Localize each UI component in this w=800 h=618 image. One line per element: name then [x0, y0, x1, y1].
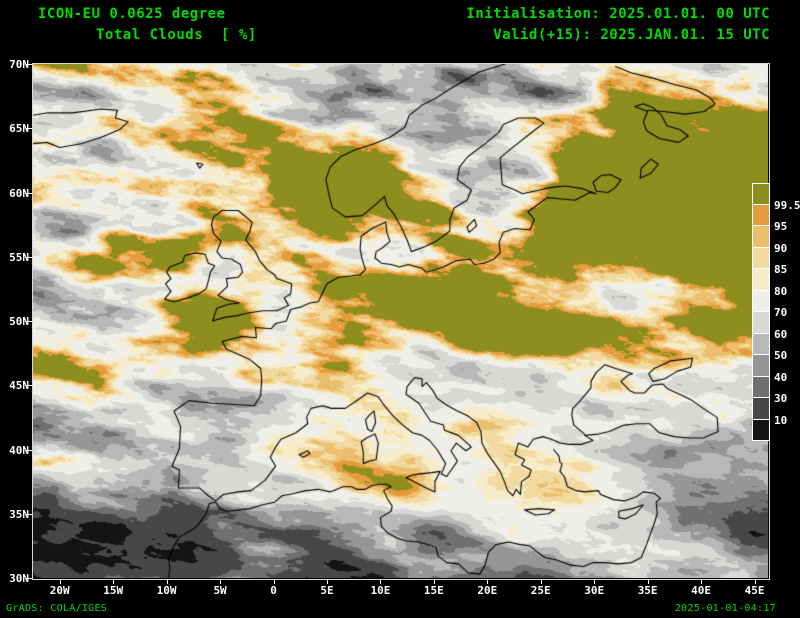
lat-tick-mark: [26, 449, 32, 451]
lon-tick-label: 45E: [744, 584, 765, 597]
lon-tick-mark: [380, 579, 382, 584]
lon-tick-label: 25E: [530, 584, 551, 597]
legend-color-segment: [752, 375, 770, 398]
lon-tick-label: 15W: [103, 584, 124, 597]
lat-tick-label: 60N: [9, 186, 29, 200]
grads-credit: GrADS: COLA/IGES: [6, 603, 108, 614]
legend-value-label: 70: [774, 306, 788, 319]
lat-tick-label: 30N: [9, 572, 29, 585]
lon-tick-label: 10E: [370, 584, 391, 597]
legend-value-label: 40: [774, 370, 788, 384]
lon-tick-mark: [326, 579, 328, 584]
lat-tick-mark: [26, 578, 32, 579]
legend-value-label: 90: [774, 241, 788, 255]
legend-value-label: 95: [774, 220, 788, 233]
model-title: ICON-EU 0.0625 degree: [38, 6, 226, 22]
lon-tick-mark: [59, 579, 61, 584]
lon-tick-label: 20W: [49, 584, 70, 597]
valid-time-label: Valid(+15): 2025.JAN.01. 15 UTC: [493, 27, 770, 43]
legend-color-segment: [752, 183, 770, 205]
lat-tick-label: 50N: [9, 315, 29, 328]
lon-tick-label: 5E: [320, 584, 334, 597]
lat-tick-mark: [26, 64, 32, 65]
legend-color-segment: [752, 225, 770, 248]
legend-color-segment: [752, 246, 770, 269]
lon-tick-label: 40E: [691, 584, 712, 597]
lat-tick-mark: [26, 321, 32, 322]
lat-tick-label: 55N: [9, 250, 29, 264]
lat-tick-mark: [26, 385, 32, 387]
lon-tick-mark: [647, 579, 649, 584]
legend-value-label: 80: [774, 284, 788, 298]
lon-tick-mark: [273, 579, 275, 584]
legend-color-segment: [752, 268, 770, 291]
legend-color-segment: [752, 354, 770, 377]
legend-color-segment: [752, 418, 770, 441]
lon-tick-label: 10W: [156, 584, 177, 597]
legend-value-label: 60: [774, 327, 788, 341]
lat-tick-label: 35N: [9, 507, 29, 521]
lon-tick-label: 20E: [477, 584, 498, 597]
init-time-label: Initialisation: 2025.01.01. 00 UTC: [466, 6, 770, 22]
legend-value-label: 50: [774, 349, 788, 362]
lon-tick-label: 0: [270, 584, 277, 597]
lat-tick-mark: [26, 192, 32, 194]
lon-tick-label: 15E: [423, 584, 444, 597]
legend-value-label: 99.5: [774, 198, 800, 212]
lon-tick-label: 5W: [213, 584, 227, 597]
lon-tick-mark: [540, 579, 542, 584]
lat-tick-label: 40N: [9, 443, 29, 457]
legend-value-label: 10: [774, 413, 788, 427]
legend-value-label: 30: [774, 392, 788, 405]
lat-tick-mark: [26, 513, 32, 515]
lon-tick-mark: [594, 579, 596, 584]
variable-title: Total Clouds [ %]: [96, 27, 257, 43]
lon-tick-mark: [166, 579, 168, 584]
legend-color-segment: [752, 311, 770, 334]
lat-tick-mark: [26, 256, 32, 258]
lat-tick-label: 45N: [9, 379, 29, 393]
lon-tick-mark: [113, 579, 115, 584]
creation-timestamp: 2025-01-01-04:17: [674, 603, 776, 614]
legend-color-segment: [752, 289, 770, 312]
lat-tick-mark: [26, 128, 32, 130]
legend-value-label: 85: [774, 263, 788, 276]
lon-tick-mark: [754, 579, 756, 584]
lat-tick-label: 65N: [9, 122, 29, 136]
lon-tick-mark: [220, 579, 222, 584]
lon-tick-mark: [487, 579, 489, 584]
lon-tick-label: 30E: [584, 584, 605, 597]
lon-tick-mark: [433, 579, 435, 584]
lon-tick-label: 35E: [637, 584, 658, 597]
lon-tick-mark: [701, 579, 703, 584]
legend-color-segment: [752, 397, 770, 420]
cloud-cover-map: [33, 64, 768, 578]
legend-color-segment: [752, 203, 770, 226]
lat-tick-label: 70N: [9, 58, 29, 71]
legend-color-segment: [752, 332, 770, 355]
